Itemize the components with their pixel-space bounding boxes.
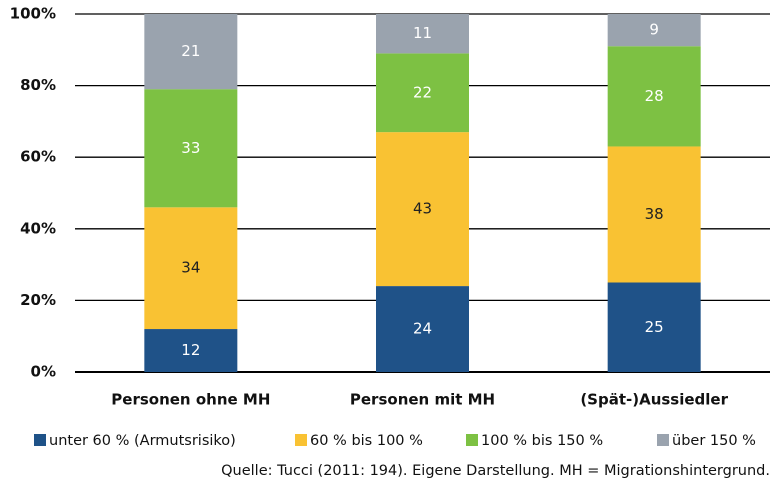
bar-segment — [607, 46, 701, 147]
bar-segment — [607, 14, 701, 47]
data-label: 12 — [181, 341, 200, 359]
source-note: Quelle: Tucci (2011: 194). Eigene Darste… — [221, 463, 770, 479]
bar-segment — [376, 132, 469, 287]
data-label: 9 — [649, 21, 659, 39]
bar-segment — [376, 14, 469, 54]
legend-label: 100 % bis 150 % — [481, 433, 603, 449]
y-tick-label: 100% — [10, 5, 56, 23]
data-label: 34 — [181, 259, 200, 277]
legend-label: über 150 % — [672, 433, 756, 449]
bar-segment — [376, 53, 469, 133]
bar-segment — [144, 329, 238, 372]
data-label: 25 — [645, 318, 664, 336]
data-label: 21 — [181, 42, 200, 60]
y-tick-label: 60% — [20, 148, 56, 166]
bar-segment — [144, 14, 238, 90]
x-tick-label: Personen mit MH — [350, 391, 495, 409]
y-tick-label: 40% — [20, 219, 56, 237]
data-label: 38 — [645, 205, 664, 223]
legend-label: unter 60 % (Armutsrisiko) — [49, 433, 236, 449]
y-tick-label: 20% — [20, 291, 56, 309]
data-label: 43 — [413, 200, 432, 218]
data-label: 24 — [413, 320, 432, 338]
data-label: 33 — [181, 139, 200, 157]
data-label: 11 — [413, 24, 432, 42]
bar-segment — [607, 146, 701, 283]
bar-segment — [607, 282, 701, 372]
data-label: 22 — [413, 83, 432, 101]
bar-segment — [144, 207, 238, 330]
x-tick-label: (Spät-)Aussiedler — [580, 391, 728, 409]
legend-swatch — [295, 434, 307, 446]
legend-label: 60 % bis 100 % — [310, 433, 423, 449]
bar-segment — [376, 286, 469, 372]
legend-swatch — [466, 434, 478, 446]
y-tick-label: 0% — [31, 363, 56, 381]
data-label: 28 — [645, 87, 664, 105]
x-tick-label: Personen ohne MH — [111, 391, 270, 409]
legend-swatch — [34, 434, 46, 446]
y-tick-label: 80% — [20, 76, 56, 94]
legend-swatch — [657, 434, 669, 446]
bar-segment — [144, 89, 238, 208]
